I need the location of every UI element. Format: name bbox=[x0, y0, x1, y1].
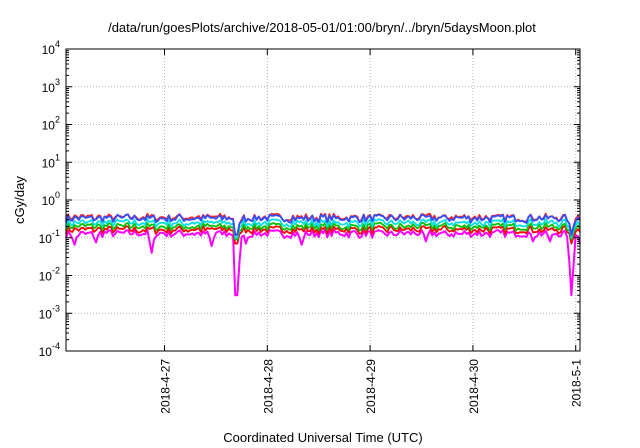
series-line bbox=[65, 213, 581, 236]
y-axis: 10-4 10-3 10-2 10-1 100 101 102 103 104 bbox=[39, 39, 580, 359]
y-tick-label: 103 bbox=[42, 77, 60, 95]
y-tick-label: 10-4 bbox=[39, 341, 60, 359]
x-tick-label: 2018-4-29 bbox=[364, 359, 378, 414]
series-line bbox=[65, 217, 581, 239]
series-line bbox=[65, 224, 581, 245]
x-axis-label: Coordinated Universal Time (UTC) bbox=[223, 430, 422, 445]
y-tick-label: 102 bbox=[42, 115, 60, 133]
y-tick-label: 101 bbox=[42, 152, 60, 170]
y-axis-label: cGy/day bbox=[12, 176, 27, 224]
y-tick-label: 100 bbox=[42, 190, 60, 208]
x-tick-label: 2018-5-1 bbox=[570, 359, 584, 407]
y-tick-label: 10-3 bbox=[39, 303, 60, 321]
x-tick-label: 2018-4-28 bbox=[261, 359, 275, 414]
x-tick-label: 2018-4-30 bbox=[467, 359, 481, 414]
x-axis: 2018-4-27 2018-4-28 2018-4-29 2018-4-30 2018… bbox=[159, 49, 584, 414]
series-line bbox=[65, 228, 581, 297]
y-tick-label: 104 bbox=[42, 39, 60, 57]
y-tick-label: 10-2 bbox=[39, 266, 60, 284]
series-layer bbox=[65, 212, 581, 297]
x-tick-label: 2018-4-27 bbox=[159, 359, 173, 414]
y-tick-label: 10-1 bbox=[39, 228, 60, 246]
chart-title: /data/run/goesPlots/archive/2018-05-01/0… bbox=[108, 20, 536, 35]
series-line bbox=[65, 221, 581, 241]
